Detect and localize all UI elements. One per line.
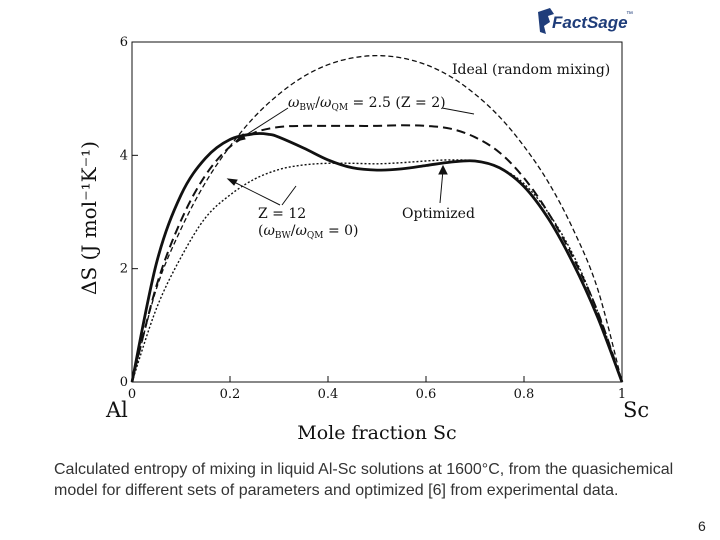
y-axis-label: ΔS (J mol⁻¹K⁻¹) [77,141,101,295]
x-tick-label: 0.2 [220,387,241,402]
series-line-dotted [131,159,623,383]
arrow-z12-up-head [226,178,238,186]
x-tick-label: 0.6 [416,387,437,402]
plot-area [131,41,623,383]
annotation-ideal: Ideal (random mixing) [452,62,610,78]
y-tick-label: 6 [120,35,128,50]
x-tick-label: 0.4 [318,387,339,402]
series-group [130,54,624,383]
y-tick-label: 2 [120,262,128,277]
series-line-solid-thick [130,132,624,383]
arrow-optimized [439,169,444,204]
factsage-logo: FactSage ™ [538,8,633,34]
arrow-z12-up [229,179,281,206]
logo-mark-icon [538,8,554,34]
plot-frame [131,41,623,383]
arrow-ratio-left-head [234,133,246,142]
axis-ticks: 0 0.2 0.4 0.6 0.8 1 0 2 4 6 [120,35,626,402]
x-left-label: Al [105,398,128,422]
logo-tm: ™ [626,11,633,18]
annotation-arrows [226,107,475,206]
y-tick-label: 4 [120,148,128,163]
x-tick-label: 0.8 [514,387,535,402]
logo-text: FactSage [552,13,628,32]
arrow-ratio-left [237,107,289,141]
x-tick-label: 1 [618,387,626,402]
x-right-label: Sc [623,398,649,422]
annotation-omega-ratio: ωBW/ωQM = 2.5 (Z = 2) [288,95,446,113]
annotation-z12: Z = 12 [258,206,306,222]
arrow-optimized-head [438,164,448,175]
page-number: 6 [698,518,706,534]
figure-caption: Calculated entropy of mixing in liquid A… [54,461,674,499]
annotation-optimized: Optimized [402,206,475,222]
y-tick-label: 0 [120,375,128,390]
x-tick-label: 0 [128,387,136,402]
series-line-dashed-fine [131,54,623,383]
arrow-z12-down [281,185,297,206]
arrow-ratio-right [441,107,475,115]
x-axis-label: Mole fraction Sc [297,422,456,444]
entropy-chart: 0 0.2 0.4 0.6 0.8 1 0 2 4 6 ΔS (J mol⁻¹K⁻¹) Mole … [77,35,649,444]
annotation-z12-omega: (ωBW/ωQM = 0) [258,223,359,241]
